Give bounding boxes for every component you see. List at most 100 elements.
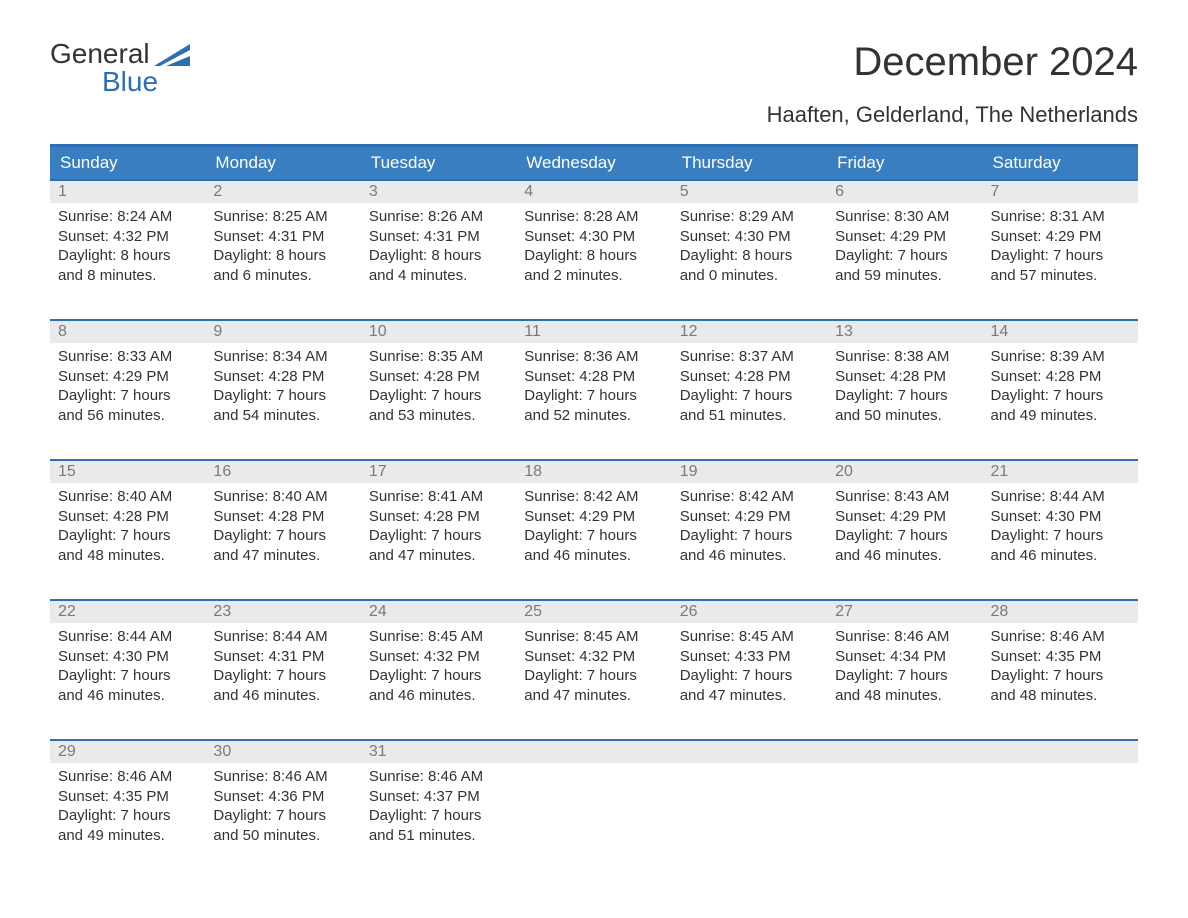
d2-text: and 0 minutes. bbox=[680, 266, 819, 286]
day-detail: Sunrise: 8:28 AMSunset: 4:30 PMDaylight:… bbox=[516, 203, 671, 285]
d2-text: and 47 minutes. bbox=[213, 546, 352, 566]
d2-text: and 2 minutes. bbox=[524, 266, 663, 286]
sunset-text: Sunset: 4:30 PM bbox=[58, 647, 197, 667]
dayhead-saturday: Saturday bbox=[983, 147, 1138, 179]
sunset-text: Sunset: 4:28 PM bbox=[680, 367, 819, 387]
d2-text: and 59 minutes. bbox=[835, 266, 974, 286]
flag-icon bbox=[154, 43, 190, 65]
dayhead-friday: Friday bbox=[827, 147, 982, 179]
d1-text: Daylight: 8 hours bbox=[213, 246, 352, 266]
d2-text: and 51 minutes. bbox=[369, 826, 508, 846]
d1-text: Daylight: 7 hours bbox=[680, 526, 819, 546]
sunrise-text: Sunrise: 8:26 AM bbox=[369, 207, 508, 227]
day-number: 24 bbox=[361, 601, 516, 623]
d1-text: Daylight: 8 hours bbox=[369, 246, 508, 266]
sunset-text: Sunset: 4:28 PM bbox=[213, 367, 352, 387]
d2-text: and 57 minutes. bbox=[991, 266, 1130, 286]
sunset-text: Sunset: 4:29 PM bbox=[680, 507, 819, 527]
day-detail: Sunrise: 8:44 AMSunset: 4:30 PMDaylight:… bbox=[50, 623, 205, 705]
d1-text: Daylight: 7 hours bbox=[58, 666, 197, 686]
day-detail: Sunrise: 8:44 AMSunset: 4:30 PMDaylight:… bbox=[983, 483, 1138, 565]
d1-text: Daylight: 7 hours bbox=[369, 386, 508, 406]
day-detail: Sunrise: 8:40 AMSunset: 4:28 PMDaylight:… bbox=[205, 483, 360, 565]
day-number: 31 bbox=[361, 741, 516, 763]
d1-text: Daylight: 7 hours bbox=[213, 386, 352, 406]
d1-text: Daylight: 7 hours bbox=[835, 666, 974, 686]
sunrise-text: Sunrise: 8:30 AM bbox=[835, 207, 974, 227]
detail-row: Sunrise: 8:24 AMSunset: 4:32 PMDaylight:… bbox=[50, 203, 1138, 319]
week-row: 1234567Sunrise: 8:24 AMSunset: 4:32 PMDa… bbox=[50, 179, 1138, 319]
day-detail: Sunrise: 8:46 AMSunset: 4:36 PMDaylight:… bbox=[205, 763, 360, 845]
sunset-text: Sunset: 4:32 PM bbox=[524, 647, 663, 667]
sunrise-text: Sunrise: 8:25 AM bbox=[213, 207, 352, 227]
d1-text: Daylight: 7 hours bbox=[524, 666, 663, 686]
day-number: 7 bbox=[983, 181, 1138, 203]
d1-text: Daylight: 8 hours bbox=[680, 246, 819, 266]
day-detail: Sunrise: 8:29 AMSunset: 4:30 PMDaylight:… bbox=[672, 203, 827, 285]
d1-text: Daylight: 7 hours bbox=[213, 526, 352, 546]
day-number: 17 bbox=[361, 461, 516, 483]
sunrise-text: Sunrise: 8:29 AM bbox=[680, 207, 819, 227]
week-row: 15161718192021Sunrise: 8:40 AMSunset: 4:… bbox=[50, 459, 1138, 599]
sunset-text: Sunset: 4:28 PM bbox=[991, 367, 1130, 387]
d1-text: Daylight: 7 hours bbox=[58, 806, 197, 826]
d2-text: and 49 minutes. bbox=[58, 826, 197, 846]
sunset-text: Sunset: 4:31 PM bbox=[369, 227, 508, 247]
day-detail: Sunrise: 8:45 AMSunset: 4:32 PMDaylight:… bbox=[361, 623, 516, 705]
sunrise-text: Sunrise: 8:31 AM bbox=[991, 207, 1130, 227]
detail-row: Sunrise: 8:40 AMSunset: 4:28 PMDaylight:… bbox=[50, 483, 1138, 599]
d2-text: and 48 minutes. bbox=[58, 546, 197, 566]
d2-text: and 50 minutes. bbox=[835, 406, 974, 426]
day-number: 5 bbox=[672, 181, 827, 203]
logo: General Blue bbox=[50, 40, 190, 96]
day-detail: Sunrise: 8:41 AMSunset: 4:28 PMDaylight:… bbox=[361, 483, 516, 565]
day-detail: Sunrise: 8:30 AMSunset: 4:29 PMDaylight:… bbox=[827, 203, 982, 285]
header-row: General Blue December 2024 bbox=[50, 40, 1138, 96]
day-number: 12 bbox=[672, 321, 827, 343]
sunset-text: Sunset: 4:32 PM bbox=[58, 227, 197, 247]
day-detail: Sunrise: 8:46 AMSunset: 4:35 PMDaylight:… bbox=[983, 623, 1138, 705]
day-number: 23 bbox=[205, 601, 360, 623]
day-number: 15 bbox=[50, 461, 205, 483]
daynum-row: 1234567 bbox=[50, 181, 1138, 203]
sunrise-text: Sunrise: 8:41 AM bbox=[369, 487, 508, 507]
sunset-text: Sunset: 4:35 PM bbox=[991, 647, 1130, 667]
d2-text: and 46 minutes. bbox=[835, 546, 974, 566]
dayhead-monday: Monday bbox=[205, 147, 360, 179]
daynum-row: 891011121314 bbox=[50, 321, 1138, 343]
d1-text: Daylight: 7 hours bbox=[369, 806, 508, 826]
day-detail: Sunrise: 8:46 AMSunset: 4:37 PMDaylight:… bbox=[361, 763, 516, 845]
d1-text: Daylight: 7 hours bbox=[991, 666, 1130, 686]
sunset-text: Sunset: 4:33 PM bbox=[680, 647, 819, 667]
d1-text: Daylight: 7 hours bbox=[991, 246, 1130, 266]
day-number: 20 bbox=[827, 461, 982, 483]
day-number bbox=[827, 741, 982, 763]
d2-text: and 51 minutes. bbox=[680, 406, 819, 426]
day-detail bbox=[672, 763, 827, 845]
sunrise-text: Sunrise: 8:45 AM bbox=[524, 627, 663, 647]
d1-text: Daylight: 8 hours bbox=[524, 246, 663, 266]
logo-text-top: General bbox=[50, 40, 150, 68]
d2-text: and 54 minutes. bbox=[213, 406, 352, 426]
daynum-row: 15161718192021 bbox=[50, 461, 1138, 483]
calendar: Sunday Monday Tuesday Wednesday Thursday… bbox=[50, 144, 1138, 879]
sunset-text: Sunset: 4:29 PM bbox=[991, 227, 1130, 247]
d1-text: Daylight: 7 hours bbox=[991, 386, 1130, 406]
d1-text: Daylight: 7 hours bbox=[991, 526, 1130, 546]
weeks-container: 1234567Sunrise: 8:24 AMSunset: 4:32 PMDa… bbox=[50, 179, 1138, 879]
sunset-text: Sunset: 4:29 PM bbox=[58, 367, 197, 387]
sunset-text: Sunset: 4:31 PM bbox=[213, 227, 352, 247]
day-detail: Sunrise: 8:25 AMSunset: 4:31 PMDaylight:… bbox=[205, 203, 360, 285]
sunrise-text: Sunrise: 8:28 AM bbox=[524, 207, 663, 227]
day-number: 9 bbox=[205, 321, 360, 343]
sunrise-text: Sunrise: 8:39 AM bbox=[991, 347, 1130, 367]
day-detail: Sunrise: 8:34 AMSunset: 4:28 PMDaylight:… bbox=[205, 343, 360, 425]
day-detail: Sunrise: 8:43 AMSunset: 4:29 PMDaylight:… bbox=[827, 483, 982, 565]
sunrise-text: Sunrise: 8:46 AM bbox=[213, 767, 352, 787]
sunrise-text: Sunrise: 8:45 AM bbox=[680, 627, 819, 647]
day-number: 18 bbox=[516, 461, 671, 483]
sunset-text: Sunset: 4:31 PM bbox=[213, 647, 352, 667]
day-number: 11 bbox=[516, 321, 671, 343]
day-number: 13 bbox=[827, 321, 982, 343]
day-detail: Sunrise: 8:31 AMSunset: 4:29 PMDaylight:… bbox=[983, 203, 1138, 285]
